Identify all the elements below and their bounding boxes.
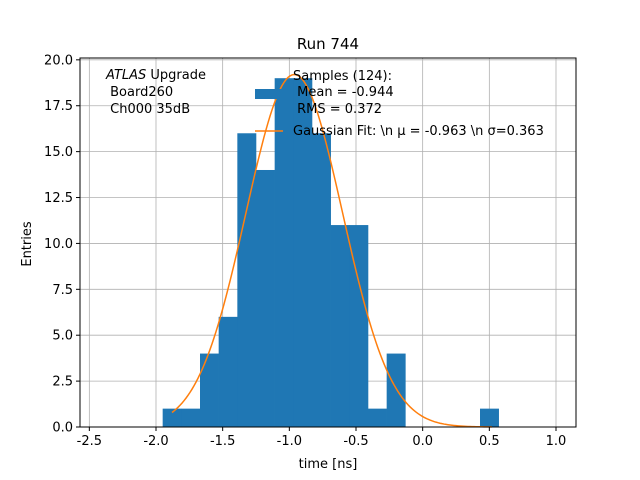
x-tick-label: -0.5 (343, 434, 368, 449)
x-axis-label: time [ns] (299, 457, 358, 472)
histogram-bar (312, 133, 331, 427)
annotation-line-3: Ch000 35dB (106, 102, 190, 117)
annotation-line-2: Board260 (106, 85, 173, 100)
y-axis-label: Entries (20, 221, 35, 267)
histogram-bar (162, 408, 182, 427)
y-tick-label: 0.0 (52, 421, 73, 436)
y-tick-label: 20.0 (44, 53, 73, 68)
histogram-bar (218, 316, 238, 427)
histogram-bars (162, 78, 499, 427)
annotation-upgrade: Upgrade (146, 68, 206, 83)
y-tick-label: 5.0 (52, 329, 73, 344)
x-tick-label: -1.5 (210, 434, 235, 449)
legend-histogram-line-3: RMS = 0.372 (293, 102, 382, 117)
y-tick-label: 10.0 (44, 237, 73, 252)
annotation-atlas: ATLAS (105, 68, 146, 83)
histogram-bar (368, 408, 387, 427)
histogram-bar (293, 78, 313, 427)
legend-histogram-line-2: Mean = -0.944 (293, 85, 394, 100)
histogram-bar (181, 408, 201, 427)
x-axis-ticks: -2.5 -2.0 -1.5 -1.0 -0.5 0.0 0.5 1.0 (77, 427, 567, 449)
histogram-bar (330, 225, 350, 427)
y-tick-label: 12.5 (44, 191, 73, 206)
histogram-bar (237, 133, 257, 427)
legend-histogram-line-1: Samples (124): (293, 69, 392, 84)
legend-histogram-swatch (255, 89, 283, 99)
chart-title: Run 744 (297, 35, 359, 53)
y-tick-label: 15.0 (44, 145, 73, 160)
atlas-annotation: ATLAS Upgrade Board260 Ch000 35dB (105, 68, 206, 117)
histogram-bar (256, 169, 275, 427)
y-tick-label: 7.5 (52, 283, 73, 298)
x-tick-label: 1.0 (546, 434, 567, 449)
histogram-bar (349, 225, 369, 427)
y-tick-label: 2.5 (52, 375, 73, 390)
x-tick-label: -1.0 (277, 434, 302, 449)
annotation-line-1: ATLAS Upgrade (105, 68, 206, 83)
y-tick-label: 17.5 (44, 99, 73, 114)
histogram-bar (274, 78, 294, 427)
axes-frame (79, 57, 577, 428)
x-tick-label: -2.0 (143, 434, 168, 449)
histogram-bar (200, 353, 219, 427)
y-axis-ticks: 0.0 2.5 5.0 7.5 10.0 12.5 15.0 17.5 20.0 (44, 53, 80, 436)
legend: Samples (124): Mean = -0.944 RMS = 0.372… (255, 69, 544, 139)
x-tick-label: -2.5 (77, 434, 102, 449)
histogram-bar (480, 408, 499, 427)
gaussian-fit-line (171, 73, 493, 428)
legend-fit-label: Gaussian Fit: \n μ = -0.963 \n σ=0.363 (293, 124, 544, 139)
x-tick-label: 0.0 (412, 434, 433, 449)
x-tick-label: 0.5 (479, 434, 500, 449)
histogram-bar (386, 353, 406, 427)
